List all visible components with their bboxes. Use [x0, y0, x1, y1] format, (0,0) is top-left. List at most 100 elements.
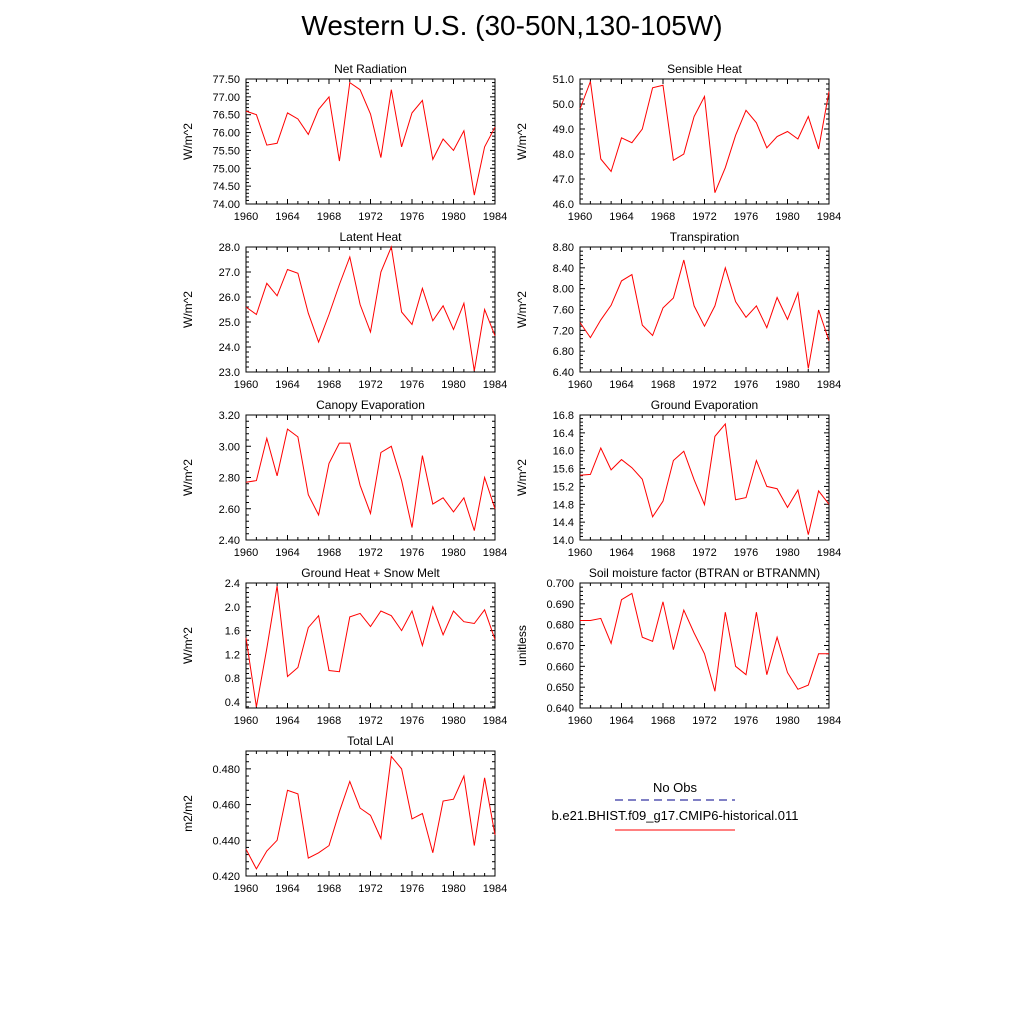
panel-title: Sensible Heat: [667, 62, 742, 76]
y-axis-label: m2/m2: [181, 795, 195, 832]
legend-label-obs: No Obs: [653, 780, 698, 795]
y-tick-label: 8.80: [553, 242, 574, 254]
y-tick-label: 1.2: [225, 649, 240, 661]
y-tick-label: 2.80: [219, 473, 240, 485]
y-tick-label: 7.60: [553, 305, 574, 317]
x-tick-label: 1968: [317, 379, 341, 391]
x-tick-label: 1976: [400, 547, 424, 559]
legend-label-model: b.e21.BHIST.f09_g17.CMIP6-historical.011: [552, 808, 799, 823]
y-tick-label: 0.460: [212, 800, 240, 812]
panel-canopy-evaporation: Canopy Evaporation W/m^2 1960 1964 1968 1972 1…: [181, 398, 507, 559]
x-tick-label: 1984: [483, 715, 507, 727]
y-tick-label: 14.4: [553, 517, 574, 529]
x-tick-label: 1964: [275, 715, 299, 727]
y-tick-label: 74.00: [212, 199, 240, 211]
y-tick-label: 0.670: [546, 641, 574, 653]
x-tick-label: 1972: [358, 715, 382, 727]
y-tick-label: 15.6: [553, 464, 574, 476]
x-tick-label: 1960: [234, 883, 258, 895]
plot-frame: [579, 414, 830, 541]
y-tick-label: 48.0: [553, 149, 574, 161]
x-tick-label: 1968: [317, 715, 341, 727]
y-tick-label: 26.0: [219, 292, 240, 304]
x-tick-label: 1984: [817, 547, 841, 559]
y-tick-label: 75.50: [212, 145, 240, 157]
y-tick-label: 14.8: [553, 499, 574, 511]
x-tick-label: 1984: [817, 211, 841, 223]
x-tick-label: 1976: [400, 379, 424, 391]
y-tick-label: 0.660: [546, 661, 574, 673]
panel-title: Latent Heat: [339, 230, 402, 244]
x-tick-label: 1964: [609, 211, 633, 223]
y-tick-label: 16.8: [553, 410, 574, 422]
plot-frame: [245, 414, 496, 541]
x-tick-label: 1968: [651, 379, 675, 391]
x-tick-label: 1980: [441, 715, 465, 727]
y-tick-label: 3.00: [219, 441, 240, 453]
panel-transpiration: Transpiration W/m^2 1960 1964 1968 1972 1976 19…: [515, 230, 841, 391]
y-tick-label: 8.40: [553, 263, 574, 275]
series-line-ground-evaporation: [579, 422, 830, 535]
y-tick-label: 2.40: [219, 535, 240, 547]
y-axis-label: W/m^2: [181, 459, 195, 496]
y-tick-label: 0.680: [546, 620, 574, 632]
series-line-total-lai: [245, 755, 496, 870]
panel-total-lai: Total LAI m2/m2 1960 1964 1968 1972 1976 1980 19…: [181, 734, 507, 895]
y-tick-label: 16.0: [553, 446, 574, 458]
y-tick-label: 28.0: [219, 242, 240, 254]
x-tick-label: 1964: [609, 715, 633, 727]
x-tick-label: 1976: [734, 547, 758, 559]
y-tick-label: 15.2: [553, 481, 574, 493]
y-tick-label: 0.480: [212, 764, 240, 776]
x-tick-label: 1972: [692, 379, 716, 391]
series-line-sensible-heat: [579, 81, 830, 193]
y-axis-label: W/m^2: [181, 627, 195, 664]
x-tick-label: 1964: [275, 547, 299, 559]
x-tick-label: 1972: [692, 211, 716, 223]
y-tick-label: 2.60: [219, 504, 240, 516]
y-tick-label: 16.4: [553, 428, 574, 440]
x-tick-label: 1964: [275, 379, 299, 391]
y-tick-label: 50.0: [553, 99, 574, 111]
panel-title: Canopy Evaporation: [316, 398, 425, 412]
x-tick-label: 1960: [568, 547, 592, 559]
x-tick-label: 1976: [400, 211, 424, 223]
x-tick-label: 1968: [317, 547, 341, 559]
y-tick-label: 0.640: [546, 703, 574, 715]
panel-title: Net Radiation: [334, 62, 407, 76]
x-tick-label: 1972: [692, 715, 716, 727]
x-tick-label: 1976: [734, 715, 758, 727]
panel-title: Ground Evaporation: [651, 398, 758, 412]
figure-title: Western U.S. (30-50N,130-105W): [301, 10, 723, 41]
series-line-latent-heat: [245, 245, 496, 371]
panel-title: Total LAI: [347, 734, 394, 748]
x-tick-label: 1960: [568, 379, 592, 391]
x-tick-label: 1968: [317, 883, 341, 895]
y-tick-label: 0.420: [212, 871, 240, 883]
y-tick-label: 3.20: [219, 410, 240, 422]
plot-frame: [245, 750, 496, 877]
x-tick-label: 1984: [817, 379, 841, 391]
y-axis-label: W/m^2: [515, 123, 529, 160]
panel-ground-heat-snow-melt: Ground Heat + Snow Melt W/m^2 1960 1964 1968…: [181, 566, 507, 727]
x-tick-label: 1964: [609, 379, 633, 391]
x-tick-label: 1976: [734, 379, 758, 391]
x-tick-label: 1980: [441, 547, 465, 559]
x-tick-label: 1980: [775, 547, 799, 559]
x-tick-label: 1960: [234, 715, 258, 727]
y-tick-label: 2.4: [225, 578, 240, 590]
series-line-transpiration: [579, 259, 830, 369]
x-tick-label: 1964: [275, 883, 299, 895]
y-tick-label: 14.0: [553, 535, 574, 547]
y-axis-label: W/m^2: [181, 123, 195, 160]
y-tick-label: 0.4: [225, 697, 240, 709]
y-tick-label: 0.700: [546, 578, 574, 590]
y-tick-label: 49.0: [553, 124, 574, 136]
x-tick-label: 1972: [692, 547, 716, 559]
x-tick-label: 1976: [400, 883, 424, 895]
x-tick-label: 1960: [234, 547, 258, 559]
y-axis-label: unitless: [515, 625, 529, 666]
y-tick-label: 0.650: [546, 682, 574, 694]
x-tick-label: 1964: [275, 211, 299, 223]
